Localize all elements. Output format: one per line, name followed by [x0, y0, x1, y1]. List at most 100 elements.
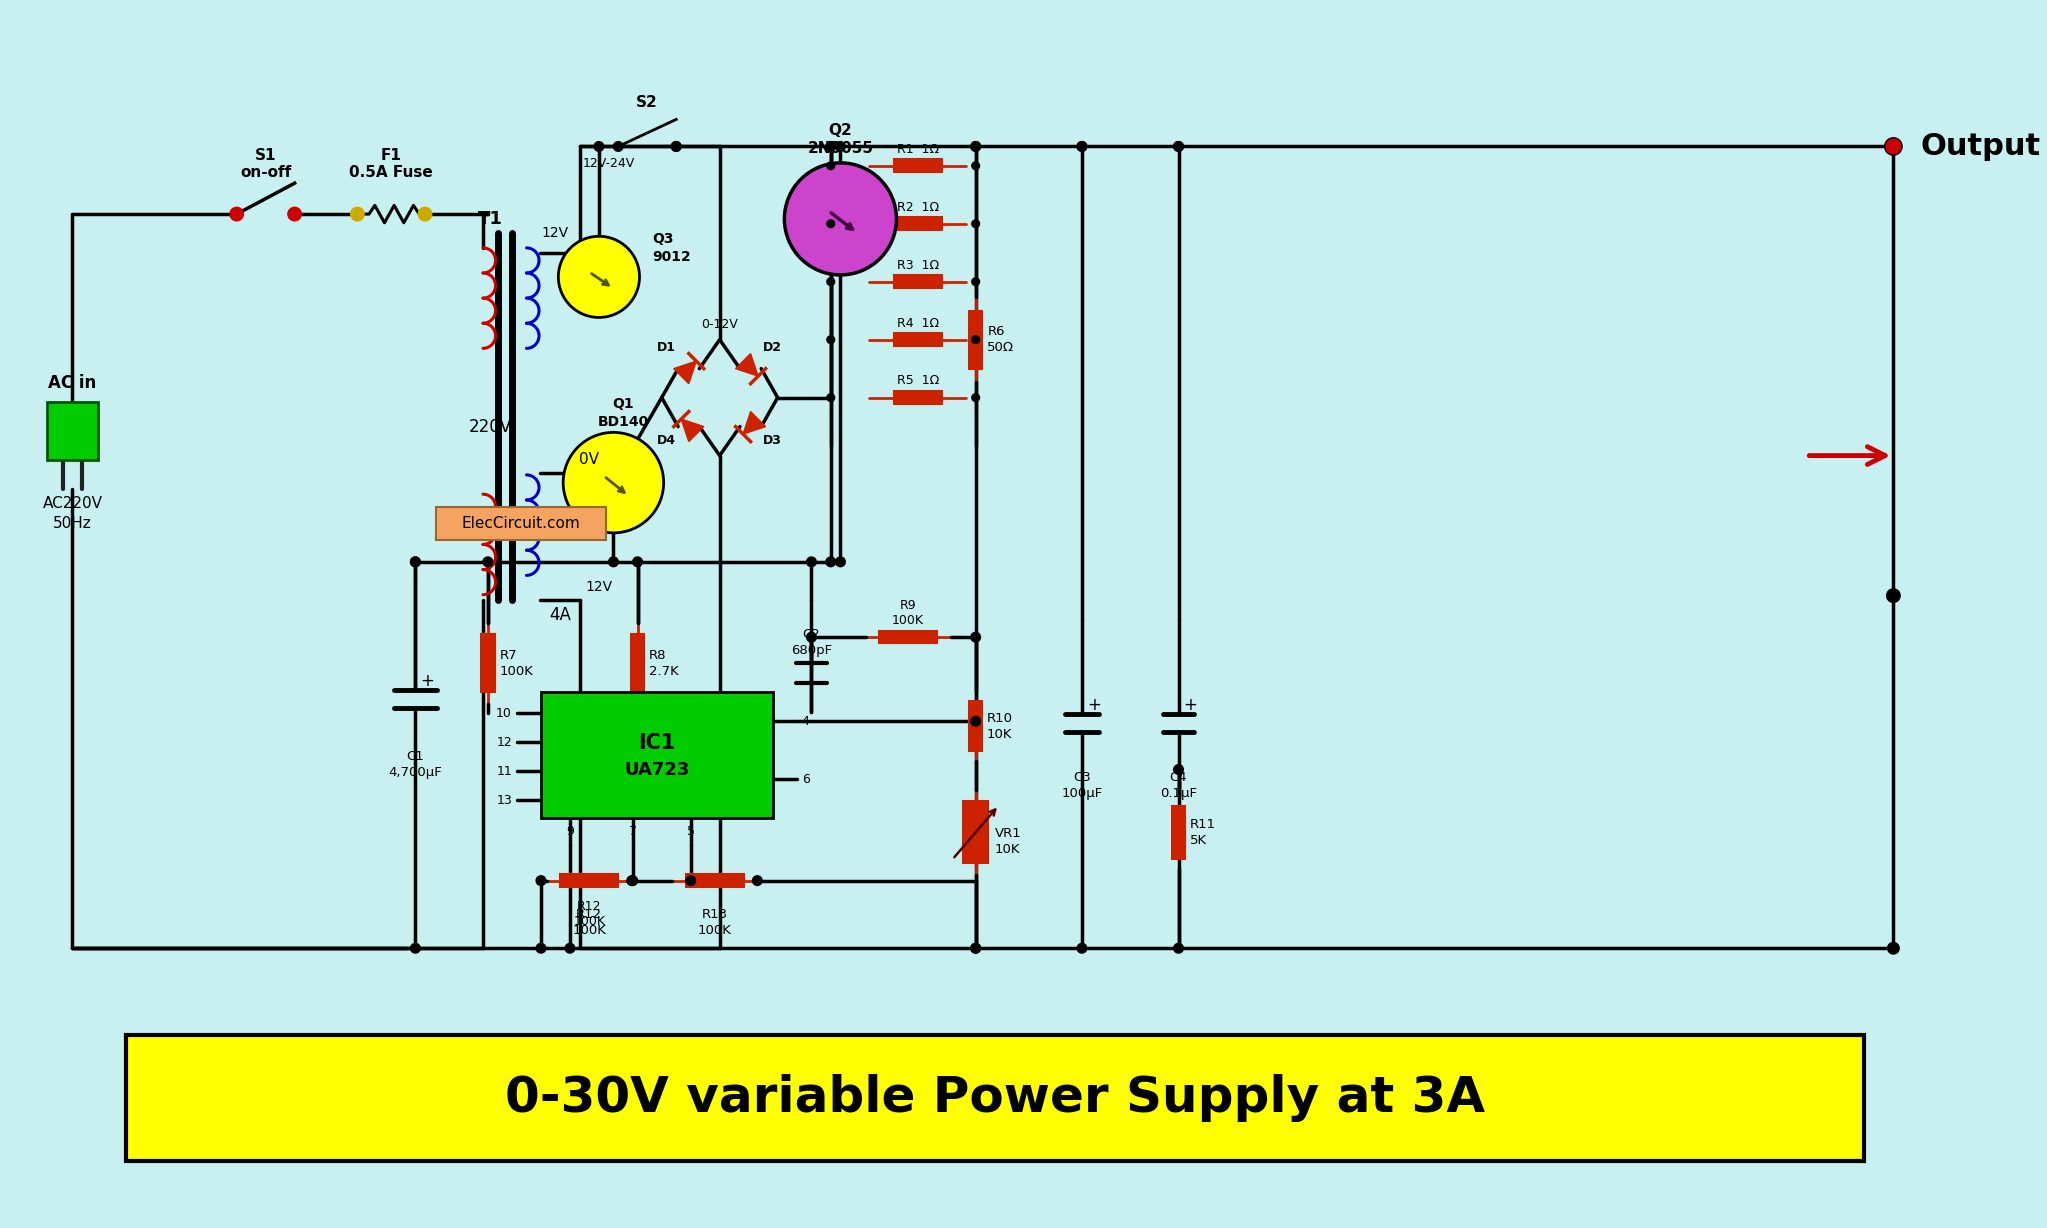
Text: 10: 10 — [495, 707, 512, 720]
Circle shape — [972, 335, 981, 344]
Text: +: + — [1183, 696, 1197, 713]
Text: Q1
BD140: Q1 BD140 — [598, 398, 649, 429]
Circle shape — [970, 141, 981, 151]
Text: F1
0.5A Fuse: F1 0.5A Fuse — [350, 147, 434, 181]
Polygon shape — [682, 419, 704, 442]
Text: R10
10K: R10 10K — [987, 711, 1013, 740]
Circle shape — [411, 943, 420, 953]
Text: Q3
9012: Q3 9012 — [653, 232, 690, 264]
Circle shape — [970, 632, 981, 642]
Circle shape — [1887, 589, 1900, 603]
Circle shape — [972, 394, 981, 402]
Text: S2: S2 — [637, 96, 657, 111]
Circle shape — [1173, 141, 1183, 151]
Text: UA723: UA723 — [624, 761, 690, 780]
Circle shape — [289, 208, 301, 221]
Circle shape — [972, 162, 981, 169]
Circle shape — [827, 335, 835, 344]
Circle shape — [1077, 943, 1087, 953]
Bar — [561, 874, 618, 887]
Text: Q2
2N3055: Q2 2N3055 — [807, 123, 874, 156]
Circle shape — [614, 141, 622, 151]
Circle shape — [970, 141, 981, 151]
Circle shape — [565, 943, 575, 953]
Circle shape — [970, 943, 981, 953]
Text: 0V: 0V — [579, 452, 600, 467]
Circle shape — [753, 876, 761, 885]
Text: 9: 9 — [567, 825, 573, 837]
Circle shape — [1077, 141, 1087, 151]
Circle shape — [418, 208, 432, 221]
Circle shape — [1173, 765, 1183, 775]
Text: +: + — [1087, 696, 1101, 713]
Text: 0-12V: 0-12V — [702, 318, 739, 330]
FancyBboxPatch shape — [436, 507, 606, 539]
Bar — [878, 631, 938, 643]
Text: 12V: 12V — [542, 226, 569, 241]
Circle shape — [970, 716, 981, 726]
Circle shape — [835, 558, 845, 566]
Circle shape — [628, 876, 637, 885]
Text: 220V: 220V — [469, 418, 512, 436]
Text: C3
100μF: C3 100μF — [1060, 771, 1103, 801]
Polygon shape — [743, 411, 766, 435]
Text: 4A: 4A — [549, 605, 571, 624]
Text: R9
100K: R9 100K — [892, 599, 923, 628]
Circle shape — [827, 162, 835, 169]
Text: R13
100K: R13 100K — [698, 907, 731, 937]
Circle shape — [1173, 943, 1183, 953]
Circle shape — [1885, 138, 1902, 155]
Circle shape — [827, 220, 835, 227]
Text: C2
680pF: C2 680pF — [790, 628, 831, 657]
Text: R12
100K: R12 100K — [573, 900, 606, 928]
Polygon shape — [673, 361, 696, 383]
Text: R8
2.7K: R8 2.7K — [649, 648, 680, 678]
Circle shape — [1173, 141, 1183, 151]
Circle shape — [559, 236, 639, 317]
Text: 11: 11 — [495, 765, 512, 779]
Circle shape — [972, 220, 981, 227]
Circle shape — [825, 141, 835, 151]
Bar — [47, 403, 98, 460]
Bar — [1173, 806, 1185, 858]
Text: D2: D2 — [764, 341, 782, 354]
Bar — [540, 693, 774, 818]
Text: T1: T1 — [479, 210, 504, 228]
Bar — [686, 874, 743, 887]
Circle shape — [827, 394, 835, 402]
Bar — [895, 333, 942, 346]
Text: S1
on-off: S1 on-off — [239, 147, 291, 181]
Bar — [895, 217, 942, 230]
Circle shape — [626, 876, 637, 885]
Text: 13: 13 — [495, 795, 512, 807]
Text: Output: Output — [1920, 131, 2041, 161]
Bar — [968, 311, 983, 368]
Text: R4  1Ω: R4 1Ω — [897, 317, 940, 329]
Circle shape — [483, 558, 493, 566]
Circle shape — [608, 558, 618, 566]
Text: IC1: IC1 — [639, 733, 676, 754]
Circle shape — [633, 558, 643, 566]
Bar — [895, 160, 942, 172]
Bar — [962, 802, 989, 863]
Bar — [970, 701, 983, 752]
Text: 5: 5 — [686, 825, 694, 837]
Circle shape — [835, 141, 845, 151]
Circle shape — [686, 876, 696, 885]
Bar — [895, 392, 942, 404]
Circle shape — [350, 208, 364, 221]
Circle shape — [594, 141, 604, 151]
Text: 12: 12 — [495, 736, 512, 749]
Text: R2  1Ω: R2 1Ω — [897, 200, 940, 214]
Circle shape — [970, 943, 981, 953]
Circle shape — [1887, 942, 1900, 954]
Circle shape — [784, 163, 897, 275]
Circle shape — [825, 141, 835, 151]
Text: R5  1Ω: R5 1Ω — [897, 375, 940, 388]
Text: VR1
10K: VR1 10K — [995, 828, 1021, 856]
Text: R7
100K: R7 100K — [499, 648, 534, 678]
Circle shape — [671, 141, 682, 151]
Text: 12V-24V: 12V-24V — [583, 157, 635, 171]
Bar — [125, 1035, 1865, 1160]
Text: C4
0.1μF: C4 0.1μF — [1161, 771, 1197, 801]
